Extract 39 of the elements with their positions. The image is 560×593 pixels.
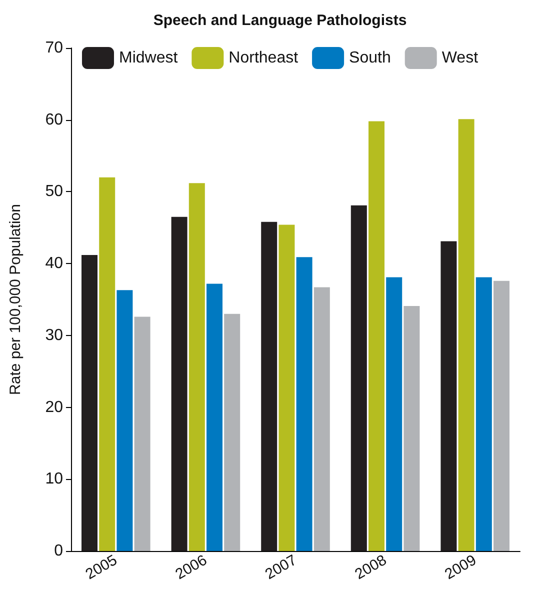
legend-label: West <box>442 50 479 66</box>
y-tick-label: 30 <box>45 326 64 344</box>
y-tick-label: 20 <box>45 398 64 416</box>
bar <box>82 254 98 551</box>
y-tick-label: 50 <box>45 183 64 200</box>
bar <box>368 121 384 551</box>
bar <box>188 183 205 551</box>
y-tick-label: 60 <box>45 111 64 128</box>
bar <box>350 205 367 551</box>
bar <box>494 280 510 551</box>
y-tick-label: 70 <box>45 40 64 56</box>
chart-title: Speech and Language Pathologists <box>153 12 407 29</box>
x-tick-label: 2007 <box>262 552 300 584</box>
y-axis-title: Rate per 100,000 Population <box>7 204 24 395</box>
x-tick-label: 2008 <box>352 552 390 584</box>
bar <box>171 216 188 551</box>
bar <box>296 257 312 551</box>
bar <box>386 277 402 551</box>
x-tick-label: 2005 <box>82 552 120 584</box>
bar <box>116 290 133 551</box>
legend-label: South <box>349 50 391 66</box>
bar <box>404 306 420 551</box>
bar <box>261 222 278 551</box>
bar <box>458 119 474 551</box>
legend-label: Northeast <box>228 50 299 66</box>
bar <box>224 314 240 551</box>
x-tick-label: 2006 <box>172 552 210 584</box>
y-tick-label: 40 <box>45 255 64 272</box>
y-tick-label: 0 <box>54 542 64 560</box>
legend-label: Midwest <box>118 50 178 66</box>
bar <box>206 284 222 551</box>
bar <box>278 224 295 551</box>
bar <box>99 177 116 551</box>
x-tick-label: 2009 <box>442 552 480 584</box>
bar <box>476 277 492 551</box>
bar <box>134 316 150 551</box>
bar <box>440 241 457 551</box>
y-tick-label: 10 <box>45 470 64 488</box>
bar <box>314 287 330 551</box>
